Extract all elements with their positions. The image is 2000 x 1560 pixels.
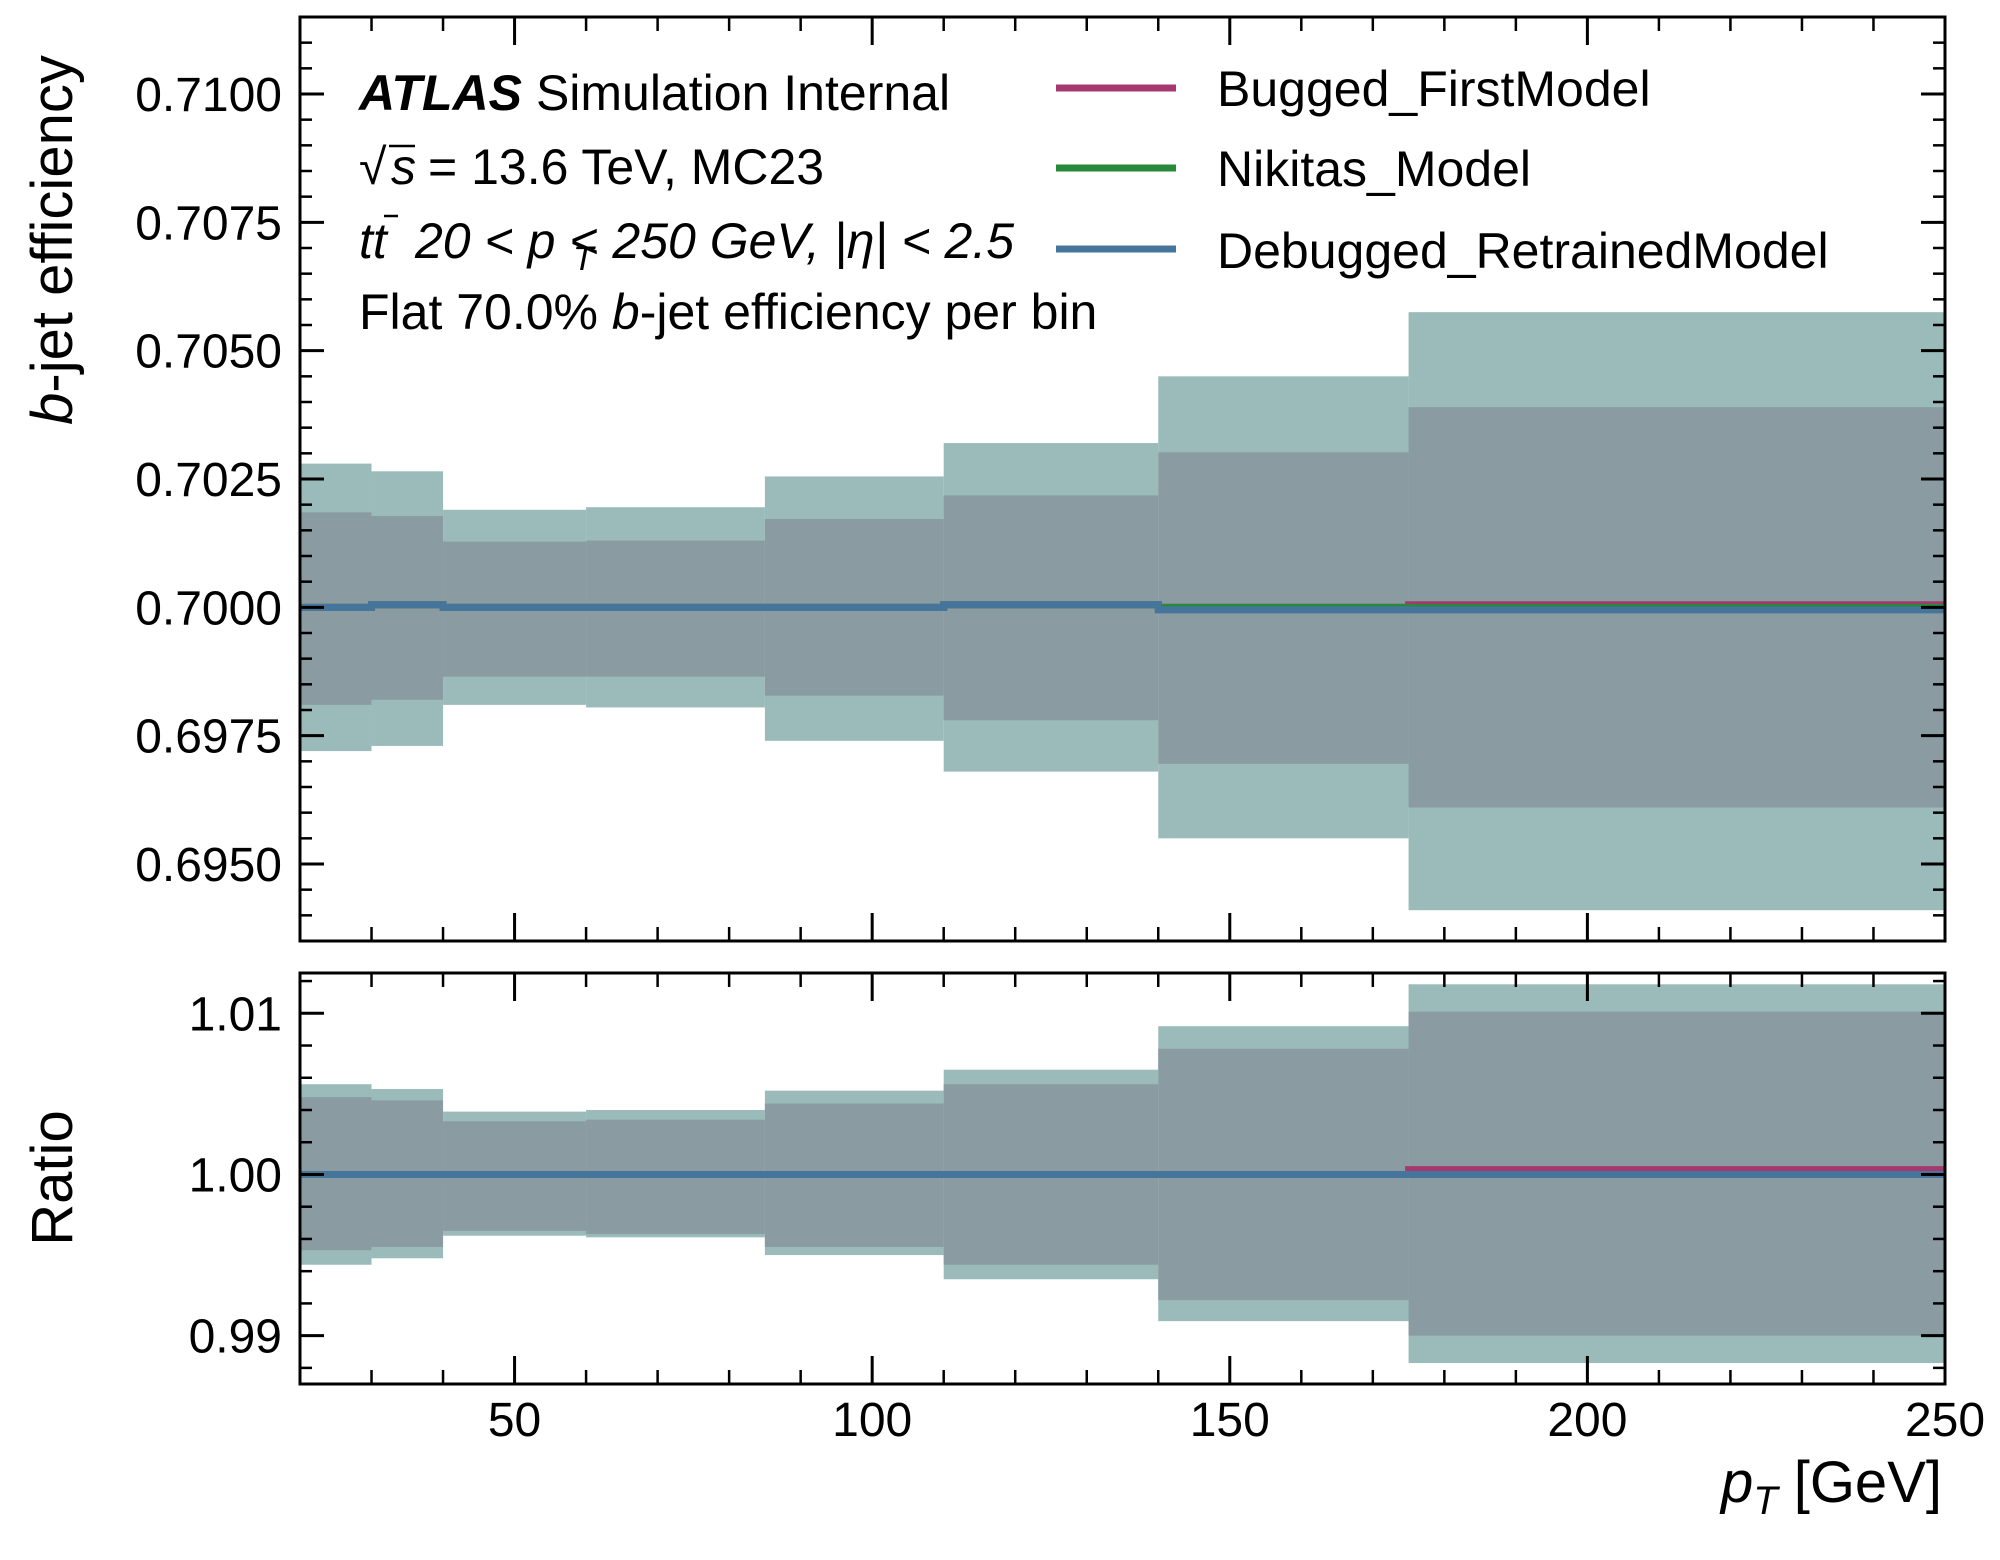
main-ylabel-b: b — [20, 393, 85, 425]
legend: Bugged_FirstModel Nikitas_Model Debugged… — [1056, 61, 1829, 279]
main-ytick-label: 0.7025 — [135, 454, 282, 507]
energy-text: = 13.6 TeV, MC23 — [428, 139, 824, 195]
ratio-ytick-label: 0.99 — [189, 1311, 282, 1364]
main-ytick-label: 0.7100 — [135, 69, 282, 122]
ratio-xtick-label: 250 — [1905, 1394, 1985, 1447]
legend-nikitas-label: Nikitas_Model — [1217, 141, 1531, 197]
ratio-lines — [300, 1166, 1945, 1178]
main-ytick-label: 0.6975 — [135, 711, 282, 764]
main-ylabel: b-jet efficiency — [20, 55, 85, 425]
main-ytick-labels: 0.6950 0.6975 0.7000 0.7025 0.7050 0.7075 0.71… — [135, 69, 282, 892]
x-axis-label-p: p — [1719, 1450, 1753, 1515]
selection-text: 20 < p < 250 GeV, |η| < 2.5 — [414, 213, 1014, 270]
sqrt-symbol: √ — [359, 139, 387, 195]
energy-annotation: √ s = 13.6 TeV, MC23 — [359, 139, 824, 195]
x-axis-label: pT [GeV] — [1719, 1450, 1942, 1523]
x-axis-label-sub: T — [1753, 1479, 1780, 1523]
ratio-xtick-label: 150 — [1190, 1394, 1270, 1447]
main-lines — [300, 601, 1945, 614]
selection-annotation: tt 20 < p < 250 GeV, |η| < 2.5 T — [359, 213, 1014, 278]
atlas-status: Simulation Internal — [536, 65, 950, 121]
wp-pre: Flat 70.0% — [359, 284, 612, 340]
pt-subscript: T — [573, 240, 596, 278]
main-ylabel-rest: -jet efficiency — [20, 55, 85, 392]
ratio-xtick-label: 50 — [488, 1394, 541, 1447]
legend-bugged-label: Bugged_FirstModel — [1217, 61, 1651, 117]
ratio-axes-frame — [298, 971, 1947, 1386]
atlas-experiment: ATLAS — [357, 65, 522, 121]
wp-b: b — [612, 284, 640, 340]
main-ticks — [298, 17, 1947, 941]
main-panel: 0.6950 0.6975 0.7000 0.7025 0.7050 0.7075 0.71… — [20, 15, 1947, 943]
x-axis-label-unit: [GeV] — [1794, 1450, 1942, 1515]
main-ytick-label: 0.7000 — [135, 582, 282, 635]
ratio-ytick-labels: 0.99 1.00 1.01 — [189, 988, 282, 1363]
ratio-panel: 0.99 1.00 1.01 50 100 150 200 250 Ratio pT [GeV… — [20, 971, 1985, 1523]
legend-debugged-label: Debugged_RetrainedModel — [1217, 223, 1829, 279]
ratio-xtick-label: 200 — [1547, 1394, 1627, 1447]
wp-annotation: Flat 70.0% b-jet efficiency per bin — [359, 284, 1097, 340]
wp-post: -jet efficiency per bin — [640, 284, 1098, 340]
ttbar-label: tt — [359, 213, 389, 269]
ratio-xtick-label: 100 — [832, 1394, 912, 1447]
ratio-ytick-label: 1.01 — [189, 988, 282, 1041]
main-ytick-label: 0.7075 — [135, 197, 282, 250]
main-series-debugged — [300, 601, 1945, 614]
ratio-ticks — [298, 973, 1947, 1384]
sqrt-s: s — [391, 139, 416, 195]
ratio-xtick-labels: 50 100 150 200 250 — [488, 1394, 1985, 1447]
main-axes-frame — [298, 15, 1947, 943]
atlas-label: ATLAS Simulation Internal — [357, 65, 950, 121]
main-ytick-label: 0.6950 — [135, 839, 282, 892]
main-ytick-label: 0.7050 — [135, 326, 282, 379]
ratio-ylabel: Ratio — [20, 1110, 85, 1245]
ratio-ytick-label: 1.00 — [189, 1149, 282, 1202]
